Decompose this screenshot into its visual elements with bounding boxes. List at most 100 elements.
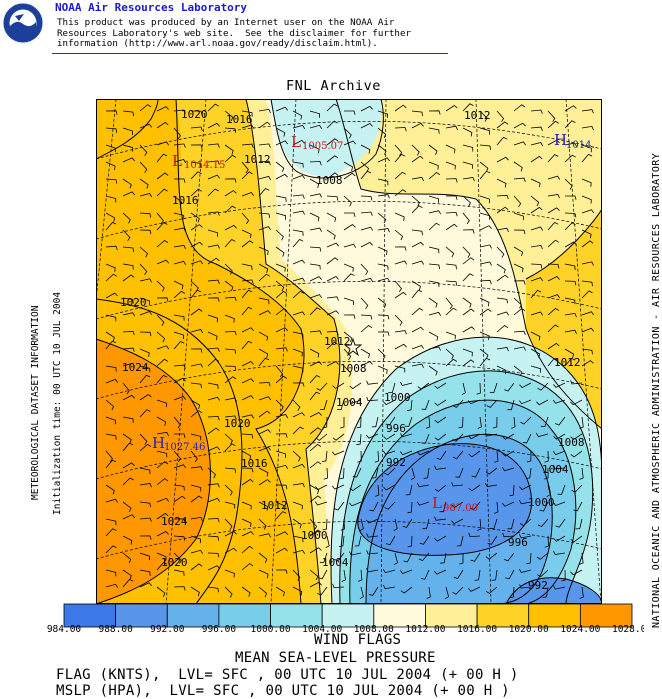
footer-flag-info: FLAG (KNTS), LVL= SFC , 00 UTC 10 JUL 20… [56,667,519,683]
wind-barb-icon [368,586,379,596]
wind-barb-icon [190,329,204,334]
wind-barb-icon [360,195,373,201]
wind-barb-icon [445,358,458,367]
wind-barb-icon [224,224,237,231]
wind-barb-icon [173,143,186,148]
wind-barb-icon [369,501,379,512]
wind-barb-icon [292,259,306,265]
wind-barb-icon [462,177,475,182]
wind-barb-icon [190,171,202,180]
wind-barb-icon [139,569,151,576]
wind-barb-icon [105,212,116,222]
wind-barb-icon [258,143,271,148]
wind-barb-icon [570,569,583,576]
isobar-label: 1004 [322,556,349,569]
wind-barb-icon [292,277,306,282]
wind-barb-icon [377,178,389,186]
wind-barb-icon [292,139,305,146]
legend-break-label: 1020.00 [509,624,549,634]
wind-barb-icon [436,450,447,460]
wind-barb-icon [417,382,430,390]
wind-barb-icon [190,586,200,597]
footer-mslp-info: MSLP (HPA), LVL= SFC , 00 UTC 10 JUL 200… [56,683,510,699]
low-center-value: 1005.07 [302,141,343,152]
wind-barb-icon [190,188,202,197]
wind-barb-icon [485,432,498,437]
wind-barb-icon [399,450,413,456]
wind-barb-icon [275,433,288,438]
wind-barb-icon [258,569,269,579]
wind-barb-icon [105,340,117,350]
wind-barb-icon [445,348,454,360]
wind-barb-icon [241,229,252,239]
wind-barb-icon [399,569,413,574]
wind-barb-icon [105,245,118,251]
wind-barb-icon [241,161,249,174]
wind-barb-icon [581,209,595,214]
wind-barb-icon [445,331,456,340]
wind-barb-icon [207,279,220,284]
wind-barb-icon [156,188,168,197]
wind-barb-icon [326,212,337,222]
wind-barb-icon [371,416,379,428]
wind-barb-icon [496,347,509,352]
wind-barb-icon [139,501,151,508]
wind-barb-icon [122,552,132,564]
wind-barb-icon [309,307,321,316]
wind-barb-icon [258,263,269,273]
wind-barb-icon [173,280,184,290]
wind-barb-icon [513,177,526,183]
wind-barb-icon [258,533,272,538]
wind-barb-icon [530,348,541,358]
wind-barb-icon [445,161,456,170]
wind-barb-icon [446,195,458,200]
wind-barb-icon [445,307,457,316]
wind-barb-icon [468,433,481,440]
wind-barb-icon [174,433,186,439]
wind-barb-icon [544,467,549,480]
wind-barb-icon [462,127,473,137]
wind-barb-icon [462,195,471,207]
wind-barb-icon [513,161,523,172]
wind-barb-icon [224,501,236,509]
wind-barb-icon [319,552,328,563]
wind-barb-icon [428,171,441,180]
wind-barb-icon [428,263,440,270]
wind-barb-icon [275,140,289,146]
wind-barb-icon [139,212,152,218]
wind-barb-icon [207,446,221,452]
wind-barb-icon [122,157,136,163]
wind-barb-icon [455,467,464,478]
wind-barb-icon [292,399,301,411]
wind-barb-icon [292,412,305,418]
wind-barb-icon [485,482,498,488]
wind-barb-icon [513,308,526,316]
org-title[interactable]: NOAA Air Resources Laboratory [55,1,248,14]
wind-barb-icon [224,239,236,248]
isobar-label: 1008 [558,436,585,449]
wind-barb-icon [365,518,379,524]
wind-barb-icon [309,443,322,452]
wind-barb-icon [190,363,203,368]
wind-barb-icon [349,484,362,492]
wind-barb-icon [547,263,560,269]
wind-barb-icon [173,127,181,140]
wind-barb-icon [190,549,204,555]
wind-barb-icon [404,416,413,427]
wind-barb-icon [224,433,233,445]
wind-barb-icon [366,568,379,573]
wind-barb-icon [553,465,566,470]
wind-barb-icon [564,297,576,305]
wind-barb-icon [241,263,253,271]
wind-barb-icon [394,343,407,350]
wind-barb-icon [581,311,595,316]
wind-barb-icon [258,108,271,114]
wind-barb-icon [394,314,403,326]
wind-barb-icon [241,171,253,180]
wind-barb-icon [292,463,306,469]
wind-barb-icon [477,518,482,531]
wind-barb-icon [359,586,364,600]
wind-barb-icon [224,547,237,554]
low-center-value: 987.00 [443,503,478,514]
wind-barb-icon [501,501,515,507]
